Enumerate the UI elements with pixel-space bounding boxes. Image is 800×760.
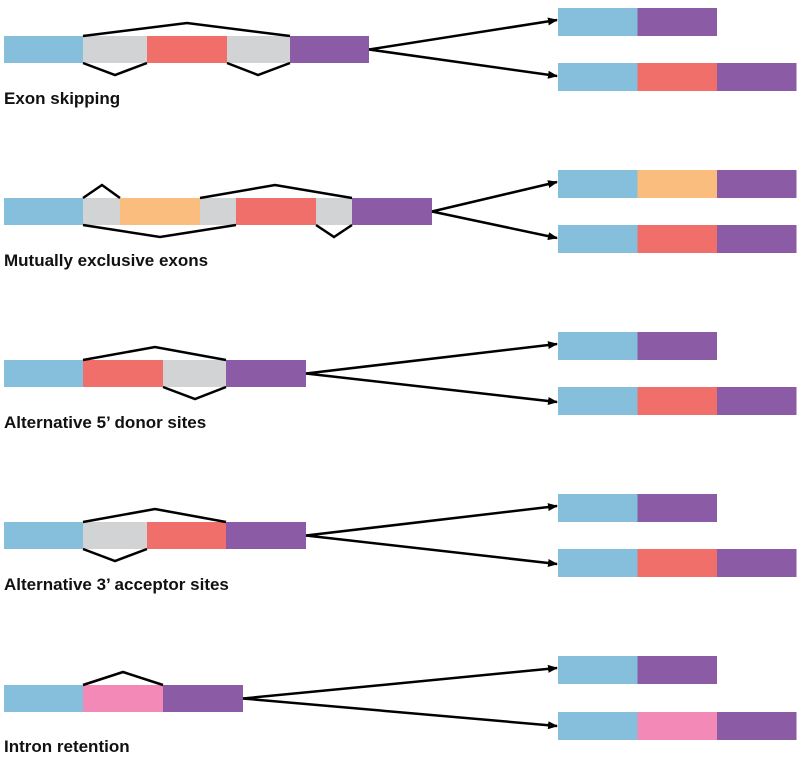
mrna-product-exon-last (717, 712, 797, 740)
label-mutually-exclusive-exons: Mutually exclusive exons (4, 251, 209, 270)
pre-mrna-exon-last (352, 198, 432, 225)
pre-mrna-exon-1 (4, 198, 83, 225)
mrna-product-exon-last (637, 8, 717, 36)
pre-mrna-intron (83, 198, 120, 225)
splice-line (82, 21, 291, 38)
arrow (305, 341, 558, 375)
pre-mrna-exon-red (236, 198, 316, 225)
pre-mrna-exon-red (147, 522, 226, 549)
mrna-product-exon-last (637, 494, 717, 522)
pre-mrna-exon-1 (4, 685, 83, 712)
splice-line (162, 385, 227, 401)
pre-mrna-exon-last (226, 522, 306, 549)
splice-line (199, 183, 353, 200)
splice-line (82, 507, 227, 524)
arrow (242, 664, 558, 700)
mrna-product-exon-red (637, 387, 717, 415)
splice-line (82, 223, 237, 239)
pre-mrna-exon-last (290, 36, 369, 63)
pre-mrna-intron (163, 360, 226, 387)
mrna-product-exon-1 (558, 8, 638, 36)
mrna-product-exon-1 (558, 494, 638, 522)
mrna-product-exon-1 (558, 63, 638, 91)
mrna-product-exon-last (717, 549, 797, 577)
pre-mrna-exon-1 (4, 360, 83, 387)
mrna-product-exon-1 (558, 712, 638, 740)
mrna-product-retained-intron (637, 712, 717, 740)
mrna-product-exon-1 (558, 656, 638, 684)
splice-line (226, 61, 291, 77)
splice-line (82, 547, 148, 563)
mrna-product-exon-1 (558, 549, 638, 577)
label-alternative-5-donor-sites: Alternative 5’ donor sites (4, 413, 207, 432)
arrow (368, 48, 558, 79)
splice-line (315, 223, 353, 239)
pre-mrna-exon-orange (120, 198, 200, 225)
mrna-product-exon-red (637, 549, 717, 577)
arrow (368, 17, 558, 51)
splice-line (82, 345, 227, 362)
pre-mrna-exon-red (83, 360, 163, 387)
mrna-product-exon-1 (558, 225, 638, 253)
label-exon-skipping: Exon skipping (4, 89, 121, 108)
pre-mrna-exon-last (163, 685, 243, 712)
pre-mrna-exon-1 (4, 36, 83, 63)
mrna-product-exon-1 (558, 387, 638, 415)
mrna-product-exon-red (637, 225, 717, 253)
arrow (431, 180, 558, 213)
pre-mrna-intron (83, 522, 147, 549)
arrow (242, 697, 558, 730)
splice-line (82, 61, 148, 77)
mrna-product-exon-last (717, 225, 797, 253)
mrna-product-exon-last (637, 656, 717, 684)
mrna-product-exon-1 (558, 170, 638, 198)
pre-mrna-exon-last (226, 360, 306, 387)
splice-line (82, 183, 121, 200)
pre-mrna-retained-intron (83, 685, 163, 712)
arrow (305, 503, 558, 537)
pre-mrna-exon-1 (4, 522, 83, 549)
pre-mrna-intron (316, 198, 352, 225)
pre-mrna-intron (83, 36, 147, 63)
mrna-product-exon-last (717, 63, 797, 91)
splice-line (82, 670, 164, 687)
pre-mrna-intron (227, 36, 290, 63)
mrna-product-exon-orange (637, 170, 717, 198)
pre-mrna-exon-red (147, 36, 227, 63)
mrna-product-exon-red (637, 63, 717, 91)
mrna-product-exon-last (637, 332, 717, 360)
label-intron-retention: Intron retention (4, 737, 130, 756)
arrow (431, 210, 558, 241)
mrna-product-exon-last (717, 170, 797, 198)
arrow (305, 372, 558, 405)
mrna-product-exon-last (717, 387, 797, 415)
mrna-product-exon-1 (558, 332, 638, 360)
pre-mrna-intron (200, 198, 236, 225)
arrow (305, 534, 558, 567)
label-alternative-3-acceptor-sites: Alternative 3’ acceptor sites (4, 575, 229, 594)
